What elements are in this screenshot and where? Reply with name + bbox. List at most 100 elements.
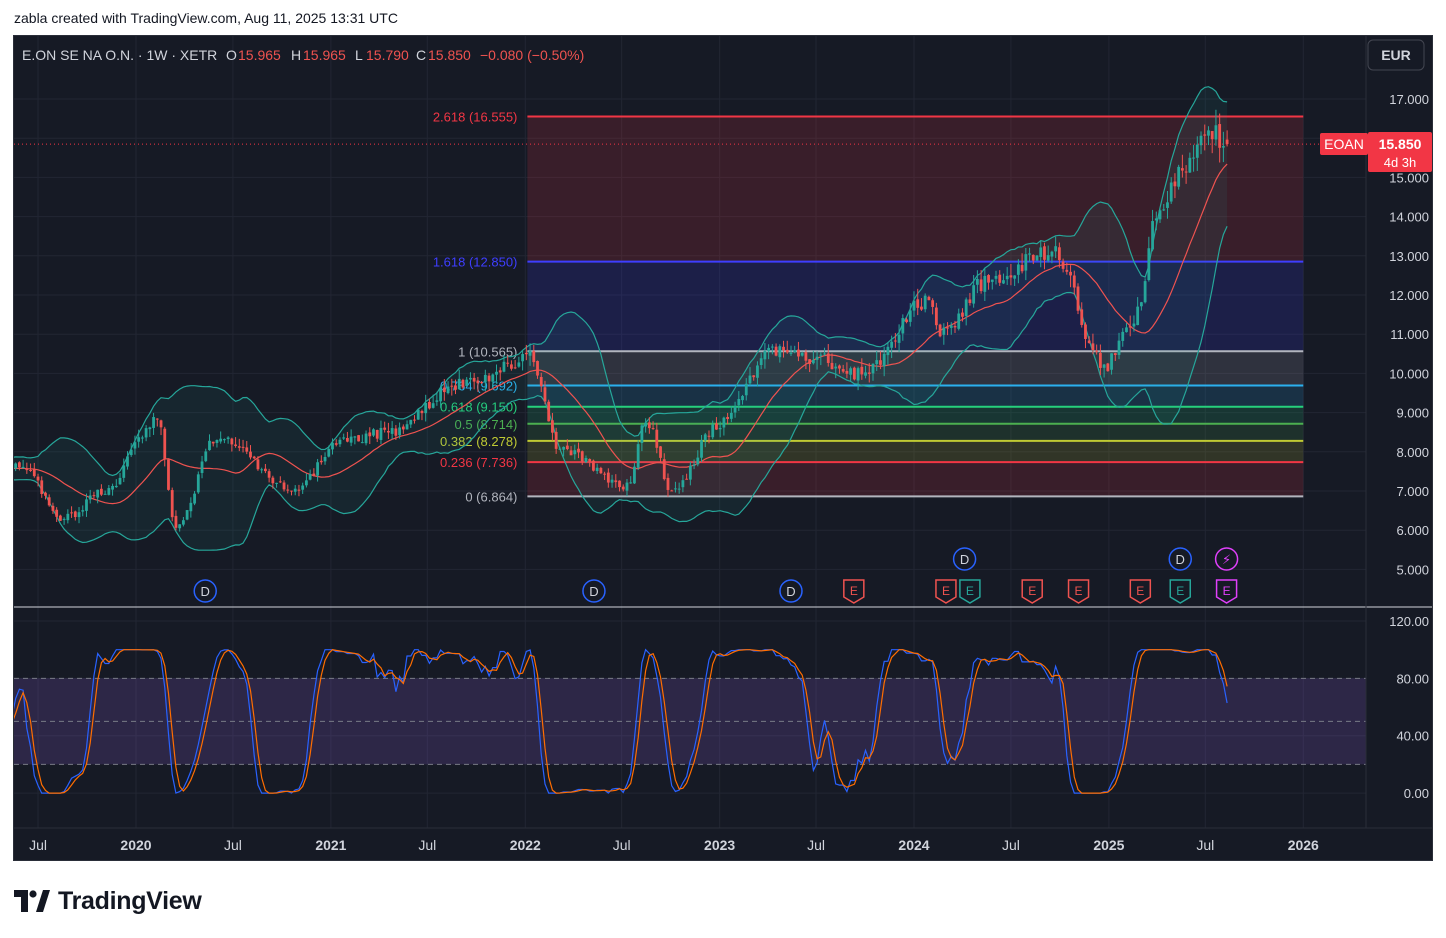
candle-body <box>483 374 487 383</box>
candle-body <box>916 299 920 308</box>
candle-body <box>592 460 595 471</box>
candle-body <box>1132 323 1136 327</box>
split-marker-label: ⚡ <box>1222 552 1231 567</box>
x-tick-label: 2022 <box>510 837 541 853</box>
candle-body <box>662 459 666 480</box>
dividend-marker-label: D <box>960 552 969 567</box>
candle-body <box>577 448 580 453</box>
candle-body <box>111 485 114 490</box>
candle-body <box>1188 157 1192 173</box>
candle-body <box>532 351 536 363</box>
candle-body <box>338 439 342 445</box>
candle-body <box>852 367 856 380</box>
candle-body <box>1207 130 1210 136</box>
tradingview-brand: TradingView <box>58 886 202 915</box>
candle-body <box>565 445 569 450</box>
candle-body <box>431 403 435 408</box>
candle-body <box>114 485 118 488</box>
candle-body <box>1203 134 1207 136</box>
candle-body <box>946 327 949 329</box>
y-tick-label: 9.000 <box>1396 406 1429 421</box>
candle-body <box>1043 246 1046 260</box>
close-value: 15.850 <box>428 47 471 63</box>
candle-body <box>595 467 599 472</box>
ticker-tag-bg <box>1320 133 1368 155</box>
candle-body <box>103 493 107 495</box>
bb-lower <box>14 226 1228 551</box>
candle-body <box>219 438 223 442</box>
candle-body <box>636 444 640 468</box>
candle-body <box>1102 364 1106 368</box>
candle-body <box>785 349 789 353</box>
candle-body <box>539 376 543 387</box>
candle-body <box>808 359 812 364</box>
candle-body <box>398 427 401 436</box>
candle-body <box>200 461 204 473</box>
bb-upper <box>14 86 1228 477</box>
candle-body <box>446 386 450 394</box>
candle-body <box>1024 254 1028 271</box>
candle-body <box>424 402 428 414</box>
bb-fill <box>14 86 1228 551</box>
candle-body <box>521 354 525 362</box>
candle-body <box>66 513 70 521</box>
price-chart-svg[interactable]: 2.618 (16.555) 1.618 (12.850) 1 (10.565) 0.… <box>14 36 1432 860</box>
candle-body <box>122 465 126 478</box>
candle-body <box>312 473 316 476</box>
candle-body <box>189 502 193 512</box>
candle-body <box>96 489 100 498</box>
candle-body <box>301 485 305 490</box>
x-tick-label: 2023 <box>704 837 735 853</box>
candle-body <box>204 451 208 462</box>
high-label: H <box>291 47 301 63</box>
candle-body <box>920 306 923 310</box>
candle-body <box>290 490 293 492</box>
fib-extension: 2.618 (16.555) 1.618 (12.850) 1 (10.565) 0.… <box>433 109 1304 504</box>
candle-body <box>647 422 651 429</box>
candle-body <box>293 488 297 492</box>
stoch-y-tick-label: 0.00 <box>1404 786 1429 801</box>
y-tick-label: 15.000 <box>1389 170 1429 185</box>
candle-body <box>1177 166 1181 187</box>
chart-area[interactable]: 2.618 (16.555) 1.618 (12.850) 1 (10.565) 0.… <box>13 35 1433 861</box>
candle-body <box>107 488 111 495</box>
candle-body <box>230 438 234 445</box>
candle-body <box>644 422 648 427</box>
candle-body <box>118 477 122 485</box>
candle-body <box>1039 247 1043 257</box>
dividend-marker <box>952 547 977 571</box>
candle-body <box>346 437 349 442</box>
candle-body <box>726 416 730 420</box>
candle-body <box>972 285 976 304</box>
candle-body <box>942 327 946 335</box>
fib-level-label: 1.618 (12.850) <box>433 255 518 270</box>
candle-body <box>957 313 961 329</box>
candle-body <box>949 325 953 328</box>
candle-body <box>629 482 633 484</box>
candle-body <box>905 319 908 323</box>
candle-body <box>789 352 793 354</box>
candle-body <box>29 469 32 471</box>
candle-body <box>1169 182 1173 202</box>
candle-body <box>811 359 815 364</box>
candle-body <box>495 371 498 375</box>
candle-body <box>413 419 416 421</box>
candle-body <box>584 457 588 463</box>
candle-body <box>938 324 942 337</box>
open-value: 15.965 <box>238 47 281 63</box>
candle-body <box>1154 218 1158 221</box>
candle-body <box>390 428 394 434</box>
candle-body <box>871 363 875 374</box>
candle-body <box>144 428 148 438</box>
candle-body <box>353 436 357 438</box>
candle-body <box>912 300 916 311</box>
candle-body <box>271 477 275 484</box>
candle-body <box>73 511 77 518</box>
candle-body <box>237 446 241 448</box>
candle-body <box>267 471 271 478</box>
candle-body <box>864 372 867 376</box>
currency-button[interactable]: EUR <box>1367 39 1425 71</box>
candle-body <box>126 456 129 467</box>
candle-body <box>651 428 655 430</box>
candle-body <box>420 410 424 414</box>
